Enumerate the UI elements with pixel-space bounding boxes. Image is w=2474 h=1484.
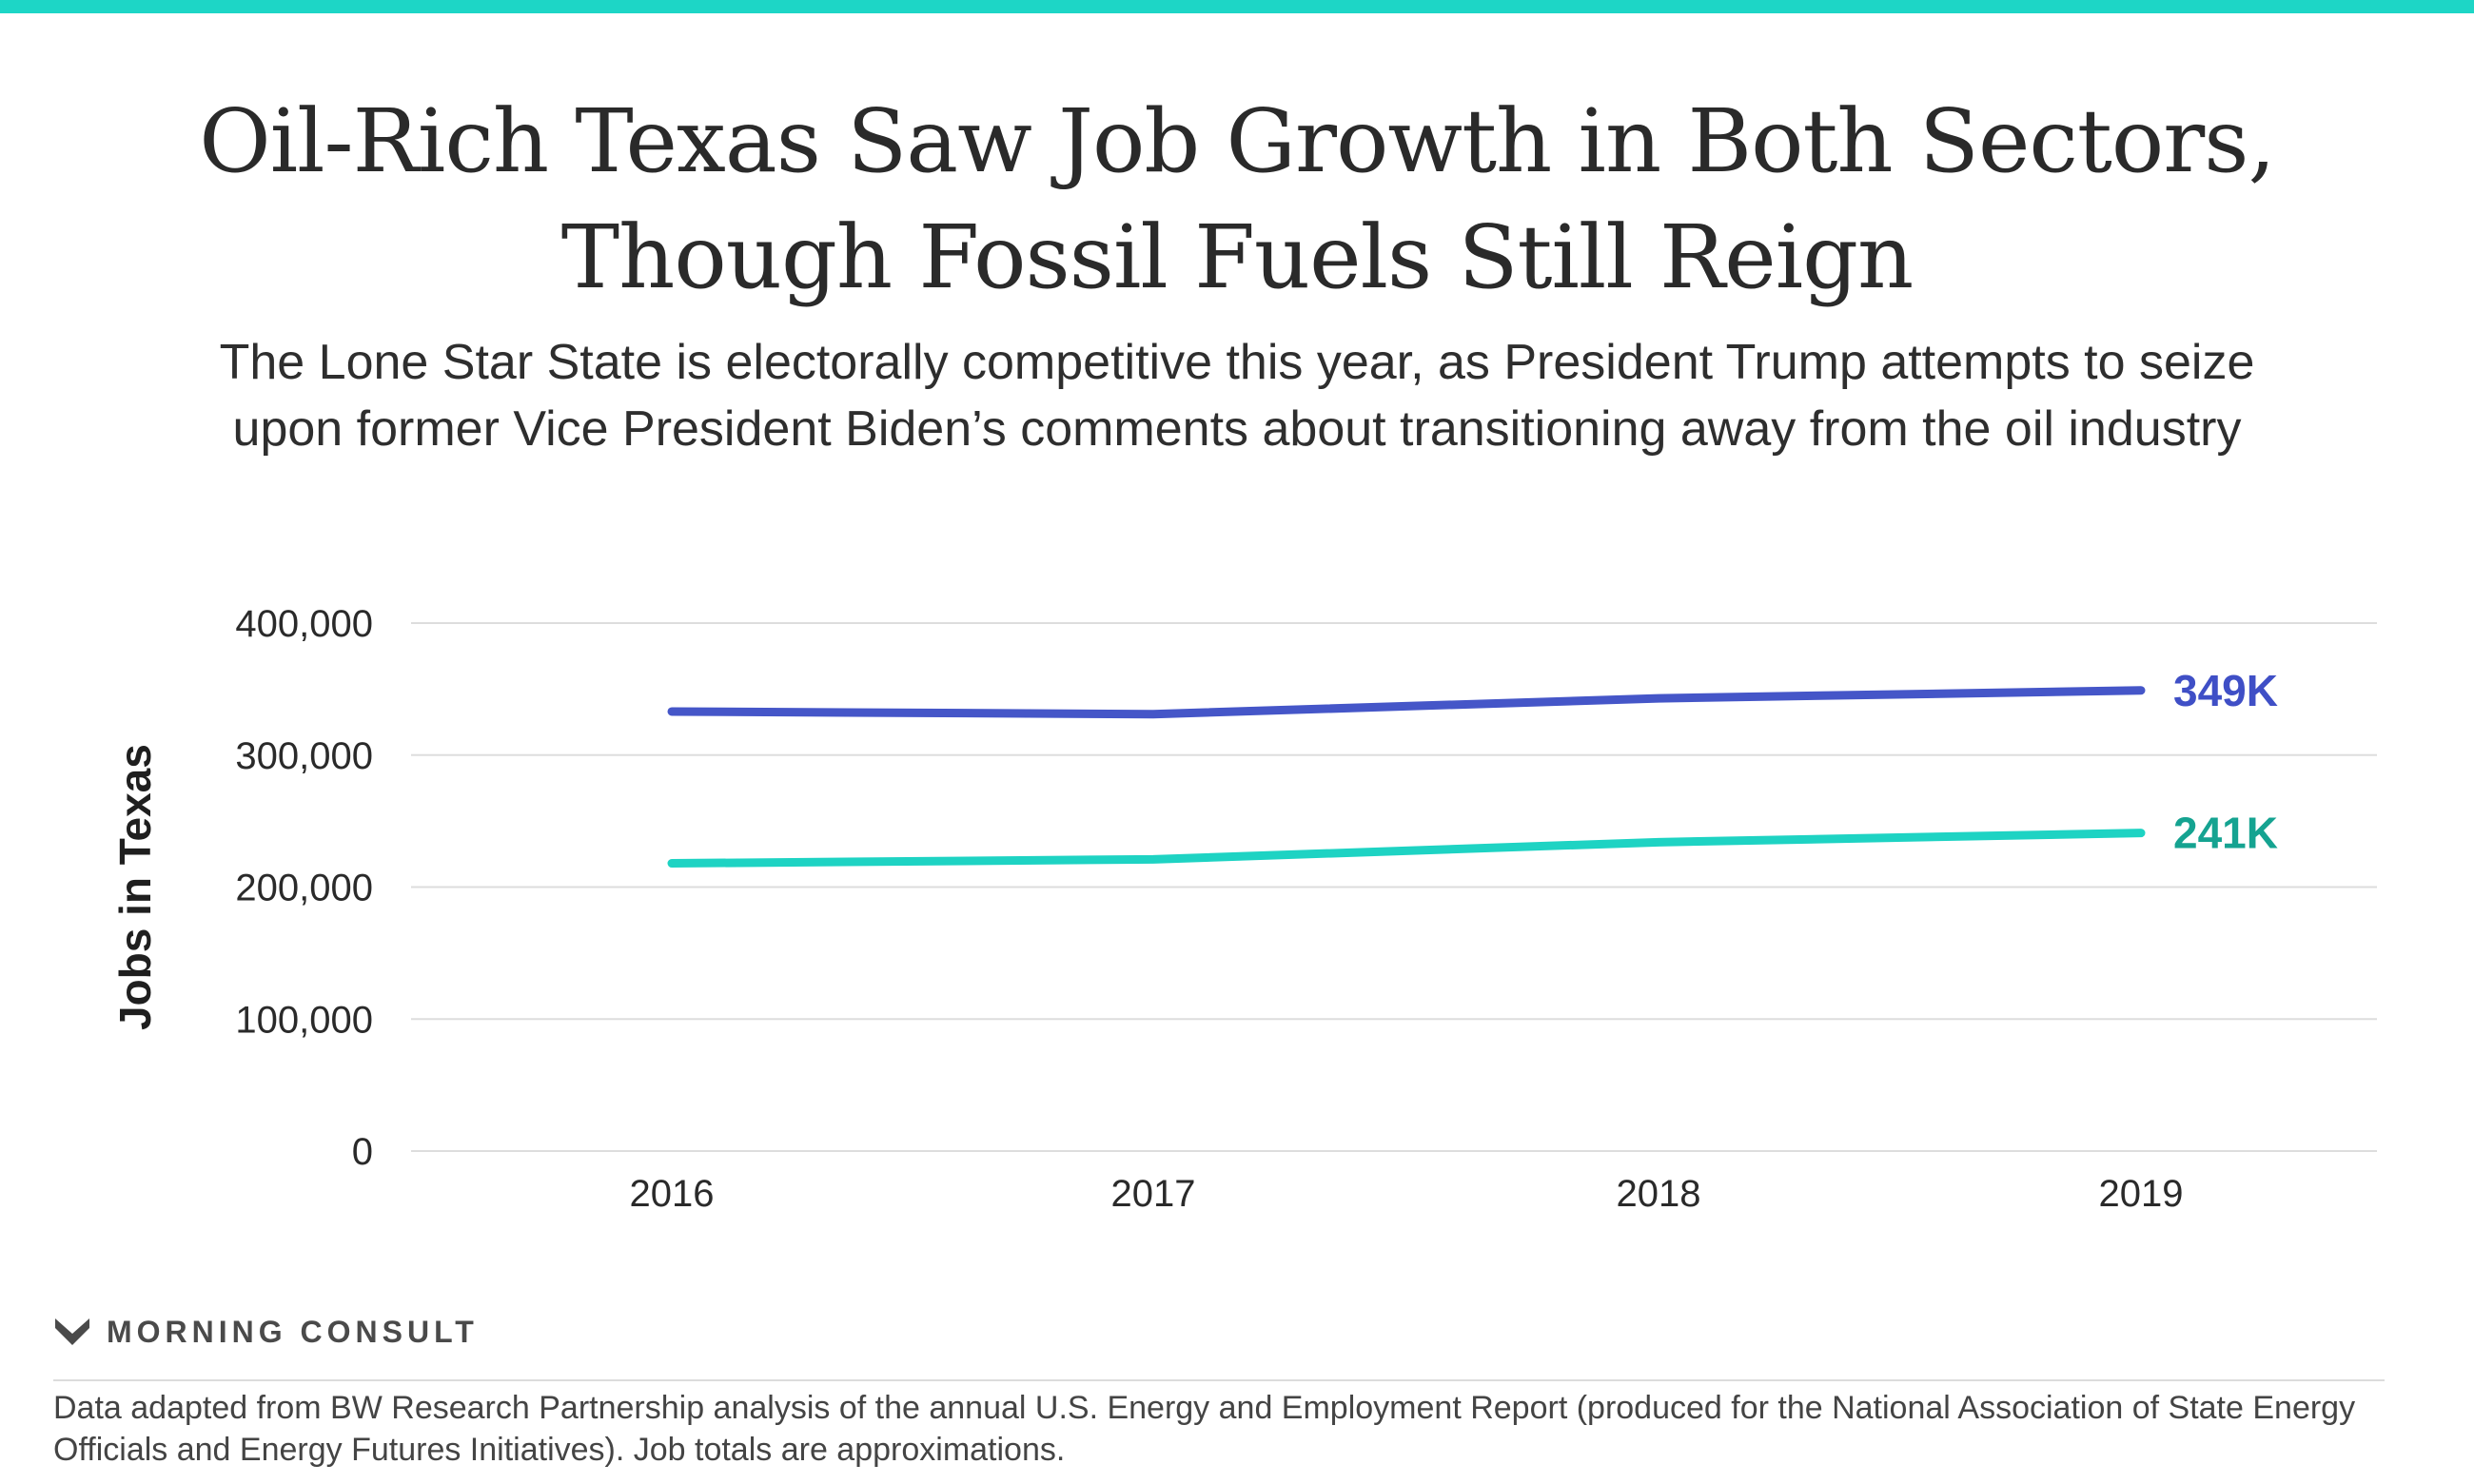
data-point — [671, 711, 673, 713]
chart-subtitle-line-2: upon former Vice President Biden’s comme… — [232, 401, 2242, 457]
y-tick-label: 300,000 — [235, 735, 373, 777]
x-tick-label: 2018 — [1617, 1173, 1701, 1215]
chart-title-line-2: Though Fossil Fuels Still Reign — [560, 206, 1914, 308]
chart-title-line-1: Oil-Rich Texas Saw Job Growth in Both Se… — [199, 90, 2275, 192]
line-chart-svg: 0 100,000 200,000 300,000 400,000 2016 2017 201… — [235, 603, 2377, 1215]
y-axis-title: Jobs in Texas — [110, 744, 160, 1030]
y-tick-label: 100,000 — [235, 999, 373, 1041]
morning-consult-logo-icon — [55, 1318, 89, 1345]
chart-subtitle: The Lone Star State is electorally compe… — [57, 329, 2417, 462]
data-point — [1152, 858, 1154, 860]
line-chart: 0 100,000 200,000 300,000 400,000 2016 2017 201… — [0, 533, 2474, 1256]
chart-subtitle-line-1: The Lone Star State is electorally compe… — [219, 335, 2255, 390]
data-point — [2140, 690, 2142, 692]
series-line — [667, 829, 2146, 869]
accent-top-bar — [0, 0, 2474, 13]
data-point — [2140, 832, 2142, 834]
x-tick-label: 2016 — [630, 1173, 715, 1215]
brand-logo: MORNING CONSULT — [53, 1311, 479, 1353]
footer-divider — [53, 1379, 2385, 1381]
y-tick-label: 0 — [352, 1131, 373, 1173]
x-tick-label: 2019 — [2099, 1173, 2184, 1215]
series-line — [667, 686, 2146, 719]
y-tick-label: 200,000 — [235, 868, 373, 909]
data-point — [1152, 713, 1154, 715]
brand-name: MORNING CONSULT — [107, 1314, 479, 1349]
series-end-label: 349K — [2173, 666, 2278, 715]
series-end-label: 241K — [2173, 809, 2278, 858]
y-tick-label: 400,000 — [235, 603, 373, 645]
source-note: Data adapted from BW Research Partnershi… — [53, 1390, 2356, 1468]
x-tick-label: 2017 — [1111, 1173, 1196, 1215]
chart-title: Oil-Rich Texas Saw Job Growth in Both Se… — [0, 84, 2474, 316]
data-point — [671, 863, 673, 865]
